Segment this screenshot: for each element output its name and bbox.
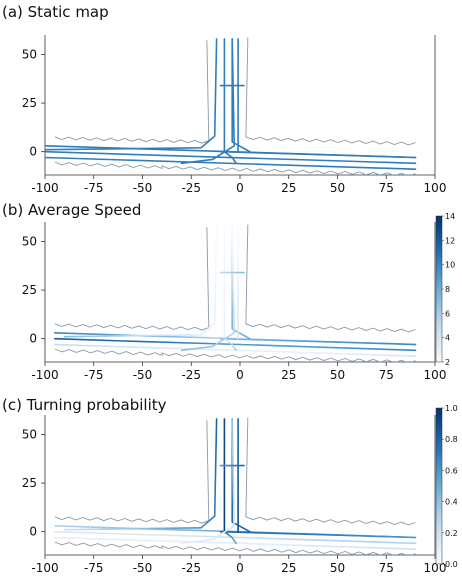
road-boundary (54, 161, 416, 175)
panel-1: (a) Static map -100 -75 -50 -25 0 25 50 75 100 0 25… (2, 3, 446, 195)
x-tick-label: -50 (133, 181, 153, 195)
x-tick-label: -100 (31, 368, 58, 382)
lane-line (45, 150, 417, 165)
x-tick-label: -75 (84, 561, 104, 575)
lane-line (63, 225, 218, 338)
lane-line (63, 418, 218, 531)
x-tick-label: 75 (379, 561, 394, 575)
x-tick-label: -100 (31, 561, 58, 575)
lane-line (223, 337, 237, 352)
x-tick-label: -100 (31, 181, 58, 195)
road-boundary (54, 541, 416, 555)
road-boundary (54, 40, 210, 144)
x-tick-label: 0 (236, 561, 244, 575)
y-tick-label: 50 (22, 234, 37, 248)
x-tick-label: 25 (281, 561, 296, 575)
colorbar-tick-label: 0.4 (445, 498, 458, 507)
lane-line (45, 38, 218, 151)
lane-line (54, 530, 417, 545)
road-boundary (54, 348, 416, 362)
road-boundary (54, 420, 210, 524)
x-tick-label: 50 (330, 181, 345, 195)
colorbar-tick-label: 1.0 (445, 404, 458, 413)
y-tick-label: 25 (22, 476, 37, 490)
lane-line (45, 156, 417, 170)
x-tick-label: 25 (281, 368, 296, 382)
x-tick-label: 0 (236, 368, 244, 382)
panel-2: (b) Average Speed-100 -75 -50 -25 0 25 50 75 100… (2, 201, 455, 382)
x-tick-label: 75 (379, 181, 394, 195)
y-tick-label: 50 (22, 427, 37, 441)
road-boundary (245, 417, 416, 526)
x-tick-label: -75 (84, 181, 104, 195)
colorbar-tick-label: 0.2 (445, 529, 458, 538)
colorbar: 2 4 6 8 10 12 14 (435, 212, 455, 367)
colorbar-tick-label: 4 (445, 334, 450, 343)
y-tick-label: 0 (29, 332, 37, 346)
x-tick-label: -50 (133, 561, 153, 575)
x-tick-label: 0 (236, 181, 244, 195)
lane-line (54, 337, 417, 352)
panel-title: (a) Static map (2, 3, 109, 21)
panel-title: (c) Turning probability (2, 396, 167, 414)
x-tick-label: 50 (330, 561, 345, 575)
plot-area (54, 417, 417, 555)
x-tick-label: 50 (330, 368, 345, 382)
colorbar-tick-label: 6 (445, 309, 450, 318)
lane-line (54, 343, 417, 357)
lane-line (223, 150, 237, 165)
road-boundary (54, 227, 210, 331)
plot-area (54, 224, 417, 362)
colorbar-tick-label: 2 (445, 358, 450, 367)
x-tick-label: 100 (424, 368, 447, 382)
x-tick-label: -25 (181, 181, 201, 195)
colorbar-tick-label: 8 (445, 285, 450, 294)
colorbar-tick-label: 0.0 (445, 560, 458, 569)
colorbar-scale (435, 407, 443, 565)
lane-line (180, 225, 235, 352)
lane-line (223, 530, 237, 545)
y-tick-label: 25 (22, 96, 37, 110)
colorbar: 0.0 0.2 0.4 0.6 0.8 1.0 (435, 404, 458, 569)
x-tick-label: 100 (424, 561, 447, 575)
colorbar-scale (435, 215, 443, 363)
x-tick-label: -25 (181, 368, 201, 382)
lane-line (180, 38, 235, 165)
colorbar-tick-label: 0.8 (445, 435, 458, 444)
lane-line (219, 150, 417, 159)
road-boundary (245, 224, 416, 333)
colorbar-tick-label: 12 (445, 236, 455, 245)
colorbar-tick-label: 14 (445, 212, 455, 221)
x-tick-label: -75 (84, 368, 104, 382)
x-tick-label: 75 (379, 368, 394, 382)
y-tick-label: 0 (29, 525, 37, 539)
x-tick-label: -50 (133, 368, 153, 382)
x-tick-label: 100 (424, 181, 447, 195)
plot-area (45, 37, 417, 175)
colorbar-tick-label: 0.6 (445, 466, 458, 475)
panel-title: (b) Average Speed (2, 201, 141, 219)
colorbar-tick-label: 10 (445, 261, 455, 270)
lane-line (219, 337, 417, 346)
road-boundary (245, 37, 416, 146)
x-tick-label: -25 (181, 561, 201, 575)
x-tick-label: 25 (281, 181, 296, 195)
y-tick-label: 25 (22, 283, 37, 297)
lane-line (219, 530, 417, 539)
panel-3: (c) Turning probability -100 -75 -50 -25 0 25 5… (2, 396, 458, 575)
lane-line (180, 418, 235, 545)
lane-line (54, 536, 417, 550)
y-tick-label: 0 (29, 145, 37, 159)
y-tick-label: 50 (22, 47, 37, 61)
